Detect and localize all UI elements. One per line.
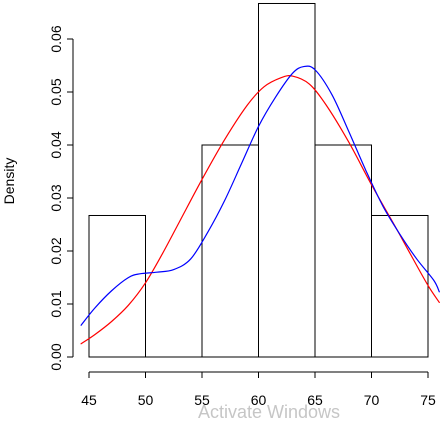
activate-windows-watermark: Activate Windows <box>198 402 341 422</box>
y-tick-label-0.00: 0.00 <box>48 343 64 370</box>
density-curve-red <box>80 75 440 345</box>
x-tick-label-55: 55 <box>194 392 210 408</box>
y-axis: 0.00 0.01 0.02 0.03 0.04 0.05 0.06 <box>48 25 74 371</box>
x-tick-label-50: 50 <box>138 392 154 408</box>
histogram-bar-6 <box>371 214 429 358</box>
density-curve-blue <box>80 65 440 326</box>
y-tick-label-0.04: 0.04 <box>48 131 64 158</box>
histogram-bar-3 <box>201 144 259 358</box>
histogram-bar-4 <box>258 2 316 358</box>
y-tick-label-0.02: 0.02 <box>48 237 64 264</box>
x-tick-label-70: 70 <box>364 392 380 408</box>
x-tick-label-75: 75 <box>420 392 436 408</box>
y-tick-label-0.06: 0.06 <box>48 25 64 52</box>
x-tick-label-65: 65 <box>307 392 323 408</box>
density-curves <box>80 65 440 345</box>
y-tick-label-0.01: 0.01 <box>48 290 64 317</box>
histogram-bars <box>88 2 429 358</box>
y-tick-label-0.03: 0.03 <box>48 184 64 211</box>
x-tick-label-45: 45 <box>81 392 97 408</box>
y-axis-title: Density <box>1 158 17 205</box>
histogram-bar-5 <box>314 144 372 358</box>
x-tick-label-60: 60 <box>251 392 267 408</box>
y-tick-label-0.05: 0.05 <box>48 78 64 105</box>
x-axis: 45 50 55 60 65 70 75 <box>81 371 436 408</box>
